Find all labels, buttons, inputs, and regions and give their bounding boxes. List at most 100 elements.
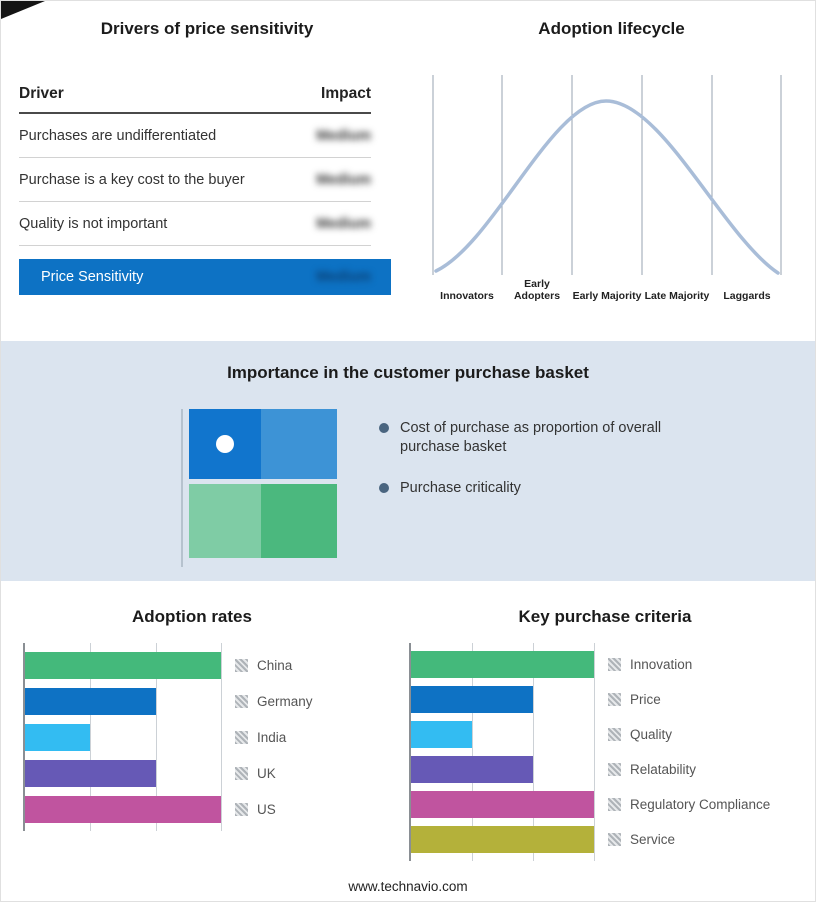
bar-price: [411, 686, 533, 713]
legend-item: Regulatory Compliance: [608, 787, 770, 822]
hatch-swatch-icon: [235, 802, 248, 816]
purchase-basket-matrix: [189, 409, 337, 558]
matrix-quadrant-bottom-left: [189, 484, 261, 558]
adoption-rates-plot: [23, 643, 222, 831]
legend-label: Regulatory Compliance: [630, 797, 771, 812]
price-sensitivity-panel: Drivers of price sensitivity Driver Impa…: [1, 1, 408, 341]
highlight-label: Price Sensitivity: [41, 269, 144, 285]
driver-cell: Purchase is a key cost to the buyer: [19, 171, 245, 188]
legend-item: Germany: [235, 683, 313, 719]
highlight-impact: Medium: [316, 269, 371, 285]
stage-label-laggards: Laggards: [723, 290, 771, 303]
gridline: [471, 643, 473, 861]
hatch-swatch-icon: [608, 763, 621, 776]
bar-quality: [411, 721, 472, 748]
bullet-text: Cost of purchase as proportion of overal…: [400, 420, 662, 456]
legend-item: China: [235, 647, 313, 683]
legend-item: India: [235, 719, 313, 755]
bullet-item: Cost of purchase as proportion of overal…: [379, 419, 669, 457]
legend-item: US: [235, 791, 313, 827]
legend-label: Relatability: [630, 762, 697, 777]
legend-item: Innovation: [608, 647, 770, 682]
impact-cell: Medium: [316, 171, 371, 188]
hatch-swatch-icon: [235, 766, 248, 780]
key-purchase-criteria-title: Key purchase criteria: [518, 607, 692, 626]
adoption-rates-title: Adoption rates: [132, 607, 252, 626]
hatch-swatch-icon: [608, 728, 621, 741]
stage-label-early-majority: Early Majority: [572, 290, 642, 303]
gridline: [90, 643, 92, 831]
table-row: Purchase is a key cost to the buyer Medi…: [19, 158, 371, 202]
drivers-table-header: Driver Impact: [19, 85, 371, 114]
bottom-section: Adoption rates China Germany: [1, 581, 815, 901]
top-section: Drivers of price sensitivity Driver Impa…: [1, 1, 815, 341]
legend-item: Quality: [608, 717, 770, 752]
hatch-swatch-icon: [608, 658, 621, 671]
bar-china: [25, 651, 221, 679]
lifecycle-stage-labels: Innovators Early Adopters Early Majority…: [432, 278, 782, 302]
price-sensitivity-highlight-row: Price Sensitivity Medium: [19, 259, 391, 295]
matrix-quadrant-top-left: [189, 409, 261, 479]
matrix-axis: [181, 409, 337, 567]
impact-cell: Medium: [316, 215, 371, 232]
driver-cell: Quality is not important: [19, 215, 168, 232]
impact-cell: Medium: [316, 127, 371, 144]
legend-label: UK: [257, 765, 276, 781]
matrix-quadrant-bottom-right: [261, 484, 337, 558]
legend-label: India: [257, 729, 287, 745]
stage-label-early-adopters: Early Adopters: [513, 278, 561, 303]
gridline: [221, 643, 222, 831]
matrix-quadrant-top-right: [261, 409, 337, 479]
legend-label: US: [257, 801, 276, 817]
basket-content: Cost of purchase as proportion of overal…: [181, 409, 815, 567]
hatch-swatch-icon: [235, 730, 248, 744]
bar-uk: [25, 759, 156, 787]
basket-bullet-list: Cost of purchase as proportion of overal…: [379, 419, 669, 520]
gridline: [532, 643, 534, 861]
bar-charts: Adoption rates China Germany: [1, 607, 815, 861]
bullet-text: Purchase criticality: [400, 480, 521, 497]
key-purchase-criteria-chart: Key purchase criteria Innovat: [409, 607, 801, 861]
gridline: [594, 643, 595, 861]
bell-curve-line: [434, 99, 780, 275]
legend-label: China: [257, 657, 293, 673]
drivers-table: Driver Impact Purchases are undifferenti…: [19, 85, 371, 246]
adoption-rates-legend: China Germany India UK US: [235, 643, 313, 831]
bar-innovation: [411, 651, 594, 678]
footer-url[interactable]: www.technavio.com: [348, 879, 468, 894]
table-row: Purchases are undifferentiated Medium: [19, 114, 371, 158]
adoption-rates-chart: Adoption rates China Germany: [23, 607, 361, 861]
purchase-basket-section: Importance in the customer purchase bask…: [1, 341, 815, 581]
basket-title: Importance in the customer purchase bask…: [227, 363, 589, 382]
legend-item: Price: [608, 682, 770, 717]
legend-item: Relatability: [608, 752, 770, 787]
bar-germany: [25, 687, 156, 715]
bar-india: [25, 723, 91, 751]
key-purchase-criteria-plot: [409, 643, 595, 861]
key-purchase-criteria-legend: Innovation Price Quality Relatability Re…: [608, 643, 770, 861]
lifecycle-title: Adoption lifecycle: [538, 19, 685, 38]
bar-relatability: [411, 756, 533, 783]
legend-label: Price: [630, 692, 661, 707]
bullet-dot-icon: [379, 483, 389, 494]
stage-label-late-majority: Late Majority: [644, 290, 710, 303]
drivers-title: Drivers of price sensitivity: [100, 19, 314, 38]
impact-column-header: Impact: [321, 85, 371, 102]
driver-cell: Purchases are undifferentiated: [19, 127, 217, 144]
hatch-swatch-icon: [608, 693, 621, 706]
hatch-swatch-icon: [235, 694, 248, 708]
adoption-lifecycle-panel: Adoption lifecycle Innovators Early Adop…: [408, 1, 815, 341]
lifecycle-chart: Innovators Early Adopters Early Majority…: [432, 75, 782, 302]
corner-fold-decoration: [1, 1, 45, 19]
legend-label: Innovation: [630, 657, 693, 672]
hatch-swatch-icon: [608, 798, 621, 811]
hatch-swatch-icon: [608, 833, 621, 846]
matrix-dot: [216, 435, 234, 453]
legend-item: UK: [235, 755, 313, 791]
bell-curve-chart: [432, 75, 782, 275]
bullet-item: Purchase criticality: [379, 479, 669, 498]
legend-label: Germany: [257, 693, 313, 709]
legend-label: Service: [630, 832, 676, 847]
driver-column-header: Driver: [19, 85, 64, 102]
